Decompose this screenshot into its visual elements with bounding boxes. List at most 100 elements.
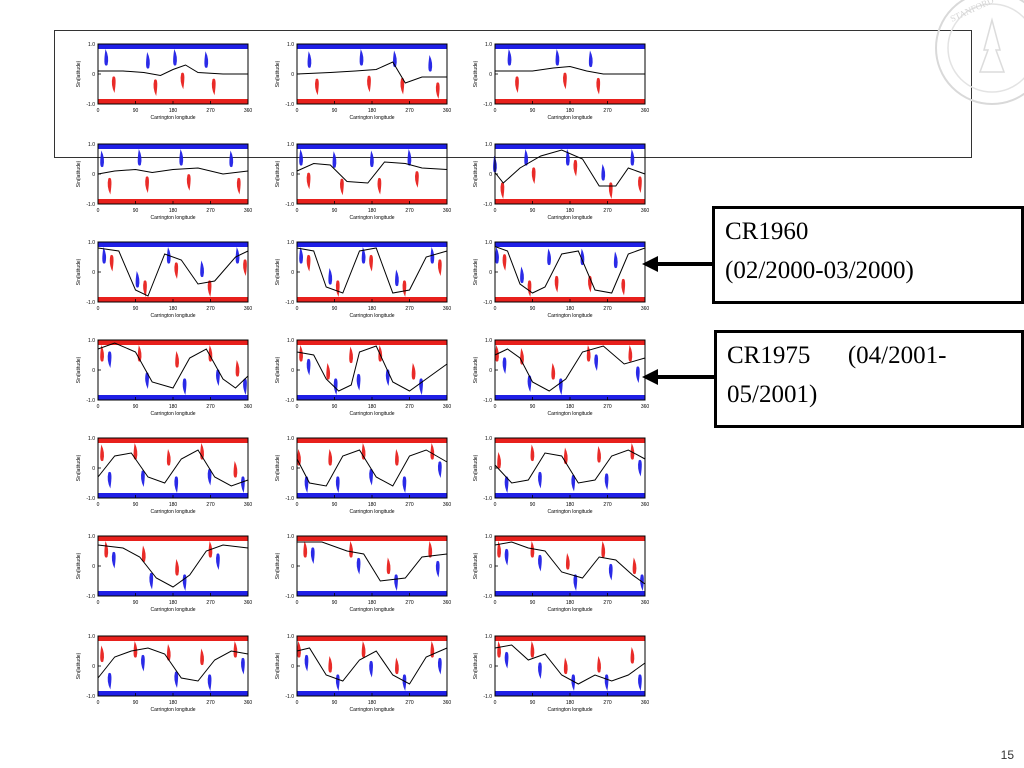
synoptic-map-panel: 1.0 0 -1.0 0 90 180 270 360 Carrington longitude… xyxy=(66,630,256,720)
magnetic-field-patch xyxy=(435,82,440,99)
magnetic-field-patch xyxy=(207,468,212,486)
x-tick-label: 90 xyxy=(332,404,338,410)
magnetic-field-patch xyxy=(359,49,364,66)
magnetic-field-patch xyxy=(563,72,567,90)
magnetic-field-patch xyxy=(571,674,576,691)
y-tick-label: 0 xyxy=(489,172,492,178)
magnetic-field-patch xyxy=(497,541,501,558)
x-tick-label: 180 xyxy=(169,700,178,706)
x-tick-label: 270 xyxy=(603,108,612,114)
x-tick-label: 360 xyxy=(443,306,452,312)
magnetic-field-patch xyxy=(630,149,635,166)
magnetic-field-patch xyxy=(111,76,116,93)
magnetic-field-patch xyxy=(395,657,399,675)
magnetic-field-patch xyxy=(340,178,344,196)
synoptic-map-panel: 1.0 0 -1.0 0 90 180 270 360 Carrington longitude… xyxy=(66,236,256,326)
magnetic-field-patch xyxy=(369,254,373,272)
y-tick-label: -1.0 xyxy=(483,594,492,600)
magnetic-field-patch xyxy=(133,443,138,460)
magnetic-field-patch xyxy=(419,378,423,395)
synoptic-map-panel: 1.0 0 -1.0 0 90 180 270 360 Carrington longitude… xyxy=(463,38,653,128)
y-tick-label: 1.0 xyxy=(485,634,492,640)
magnetic-field-patch xyxy=(608,563,613,581)
magnetic-field-patch xyxy=(504,651,509,669)
magnetic-field-patch xyxy=(356,373,361,391)
x-tick-label: 0 xyxy=(97,208,100,214)
synoptic-map-panel: 1.0 0 -1.0 0 90 180 270 360 Carrington longitude… xyxy=(66,432,256,522)
magnetic-field-patch xyxy=(504,548,509,566)
x-tick-label: 360 xyxy=(244,306,253,312)
x-tick-label: 0 xyxy=(296,108,299,114)
y-axis-label: Sin(latitude) xyxy=(76,60,82,87)
magnetic-field-patch xyxy=(527,280,532,297)
x-axis-label: Carrington longitude xyxy=(150,215,195,221)
callout-cr1960: CR1960 (02/2000-03/2000) xyxy=(712,206,1024,304)
magnetic-field-patch xyxy=(495,247,499,264)
x-axis-label: Carrington longitude xyxy=(349,313,394,319)
y-tick-label: 1.0 xyxy=(88,534,95,540)
neutral-line xyxy=(97,247,249,297)
y-tick-label: 1.0 xyxy=(88,240,95,246)
magnetic-field-patch xyxy=(604,674,609,691)
x-tick-label: 270 xyxy=(405,502,414,508)
magnetic-field-patch xyxy=(133,641,138,658)
x-axis-label: Carrington longitude xyxy=(547,607,592,613)
magnetic-field-patch xyxy=(306,358,311,376)
y-axis-label: Sin(latitude) xyxy=(473,160,479,187)
magnetic-field-patch xyxy=(395,269,399,287)
north-polar-field-band xyxy=(98,242,248,247)
magnetic-field-patch xyxy=(558,378,563,395)
magnetic-field-patch xyxy=(597,656,601,673)
magnetic-field-patch xyxy=(303,541,308,558)
magnetic-field-patch xyxy=(394,574,398,591)
magnetic-field-patch xyxy=(328,656,333,673)
magnetic-field-patch xyxy=(370,150,374,168)
x-tick-label: 0 xyxy=(97,108,100,114)
magnetic-field-patch xyxy=(547,248,551,266)
y-tick-label: -1.0 xyxy=(86,102,95,108)
plot-frame xyxy=(97,437,249,499)
magnetic-field-patch xyxy=(135,271,140,288)
plot-frame xyxy=(296,339,448,401)
y-axis-label: Sin(latitude) xyxy=(76,454,82,481)
x-axis-label: Carrington longitude xyxy=(349,509,394,515)
callout-cr1960-line2: (02/2000-03/2000) xyxy=(725,256,914,284)
x-tick-label: 270 xyxy=(405,306,414,312)
x-tick-label: 90 xyxy=(133,700,139,706)
magnetic-field-patch xyxy=(173,49,177,66)
x-tick-label: 90 xyxy=(133,208,139,214)
magnetic-field-patch xyxy=(174,671,179,688)
magnetic-field-patch xyxy=(107,471,112,489)
north-polar-field-band xyxy=(495,438,645,443)
magnetic-field-patch xyxy=(335,280,340,297)
y-tick-label: -1.0 xyxy=(86,300,95,306)
neutral-line xyxy=(97,342,249,389)
x-axis-label: Carrington longitude xyxy=(547,411,592,417)
x-tick-label: 270 xyxy=(206,108,215,114)
magnetic-field-patch xyxy=(369,660,373,678)
x-tick-label: 270 xyxy=(206,502,215,508)
magnetic-field-patch xyxy=(174,476,179,493)
magnetic-field-patch xyxy=(524,149,529,166)
y-tick-label: -1.0 xyxy=(483,398,492,404)
magnetic-field-patch xyxy=(601,541,606,558)
magnetic-field-patch xyxy=(306,254,311,272)
magnetic-field-patch xyxy=(166,449,171,466)
y-tick-label: -1.0 xyxy=(483,102,492,108)
neutral-line xyxy=(296,161,448,184)
x-tick-label: 270 xyxy=(206,600,215,606)
magnetic-field-patch xyxy=(233,461,238,478)
magnetic-field-patch xyxy=(601,164,606,181)
magnetic-field-patch xyxy=(174,262,179,279)
y-tick-label: 1.0 xyxy=(88,634,95,640)
x-tick-label: 270 xyxy=(405,208,414,214)
